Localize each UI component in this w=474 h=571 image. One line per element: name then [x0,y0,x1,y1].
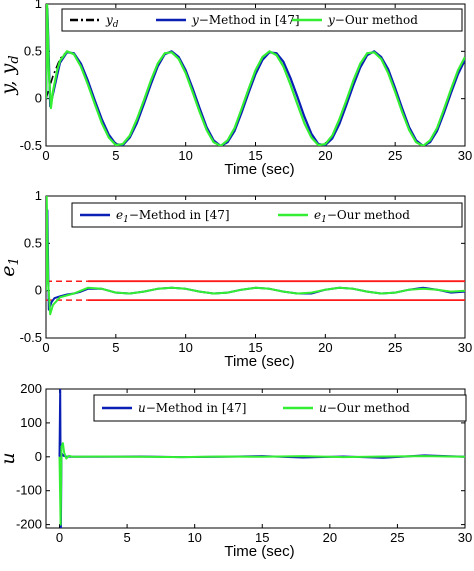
series-line-2 [46,4,465,146]
y-axis-label-main: u [0,452,19,464]
x-tick-label: 25 [390,530,404,545]
y-axis-label-subscript: 1 [7,257,22,265]
legend-symbol-subscript: 1 [123,215,129,225]
legend-entry: yd [105,13,119,30]
x-tick-label: 25 [388,340,402,355]
y-tick-label: -0.5 [20,138,42,153]
legend-symbol-subscript: 1 [321,215,327,225]
legend-symbol: e [314,208,321,222]
series-line-1 [46,7,465,146]
y-tick-label: -100 [16,483,42,498]
x-tick-label: 15 [255,530,269,545]
legend-entry: y−Method in [47] [191,13,300,27]
x-tick-label: 25 [388,148,402,163]
y-axis-label-subscript: d [7,55,22,63]
legend-entry: e1−Method in [47] [116,208,230,225]
y-tick-label: 0.5 [24,235,42,250]
y-tick-label: -200 [16,517,42,532]
x-tick-label: 20 [318,340,332,355]
x-tick-label: 30 [458,148,472,163]
y-axis-label: y, yd [0,55,22,95]
y-tick-label: 0 [35,283,42,298]
series-group [58,389,465,528]
legend-entry: u−Method in [47] [138,401,246,415]
legend-box [71,202,463,228]
legend-symbol: y [191,13,199,27]
x-axis-label: Time (sec) [224,543,294,560]
x-tick-label: 30 [458,530,472,545]
legend-symbol: u [138,401,146,415]
legend-text: −Method in [47] [129,208,230,222]
legend-box [93,394,467,422]
y-tick-label: 0 [35,449,42,464]
x-tick-label: 20 [323,530,337,545]
y-tick-label: 0 [35,91,42,106]
x-tick-label: 10 [178,148,192,163]
legend-entry: u−Our method [319,401,410,415]
legend-entry: e1−Our method [314,208,410,225]
y-axis-label: e1 [0,257,22,277]
series-line-1 [58,442,465,526]
y-axis-label-main: e [0,266,19,277]
legend-text: −Method in [47] [146,401,247,415]
y-tick-label: -0.5 [20,330,42,345]
x-tick-label: 10 [187,530,201,545]
x-tick-label: 5 [112,340,119,355]
legend-symbol: y [105,13,113,27]
series-group [46,4,465,146]
x-tick-label: 30 [458,340,472,355]
legend-symbol: y [327,13,335,27]
series-line-5 [46,196,465,316]
x-tick-label: 15 [248,148,262,163]
legend-text: −Our method [327,401,410,415]
x-tick-label: 5 [123,530,130,545]
x-tick-label: 10 [178,340,192,355]
legend-symbol: u [319,401,327,415]
x-axis-label: Time (sec) [224,161,294,178]
x-tick-label: 15 [248,340,262,355]
legend-box [61,8,463,32]
y-tick-label: 1 [35,188,42,203]
y-tick-label: 100 [20,415,42,430]
legend-text: −Our method [327,208,410,222]
x-tick-label: 20 [318,148,332,163]
legend-text: −Our method [335,13,418,27]
x-tick-label: 0 [56,530,63,545]
legend-entry: y−Our method [327,13,418,27]
series-group [46,196,465,316]
legend-symbol: e [116,208,123,222]
y-axis-label: u [0,452,19,464]
x-tick-label: 5 [112,148,119,163]
x-axis-label: Time (sec) [224,353,294,370]
y-tick-label: 200 [20,381,42,396]
x-tick-label: 0 [42,340,49,355]
y-tick-label: 0.5 [24,43,42,58]
x-tick-label: 0 [42,148,49,163]
legend-text: −Method in [47] [199,13,300,27]
y-tick-label: 1 [35,0,42,11]
legend-symbol-subscript: d [113,20,119,30]
y-axis-label-main: y, y [0,63,19,95]
